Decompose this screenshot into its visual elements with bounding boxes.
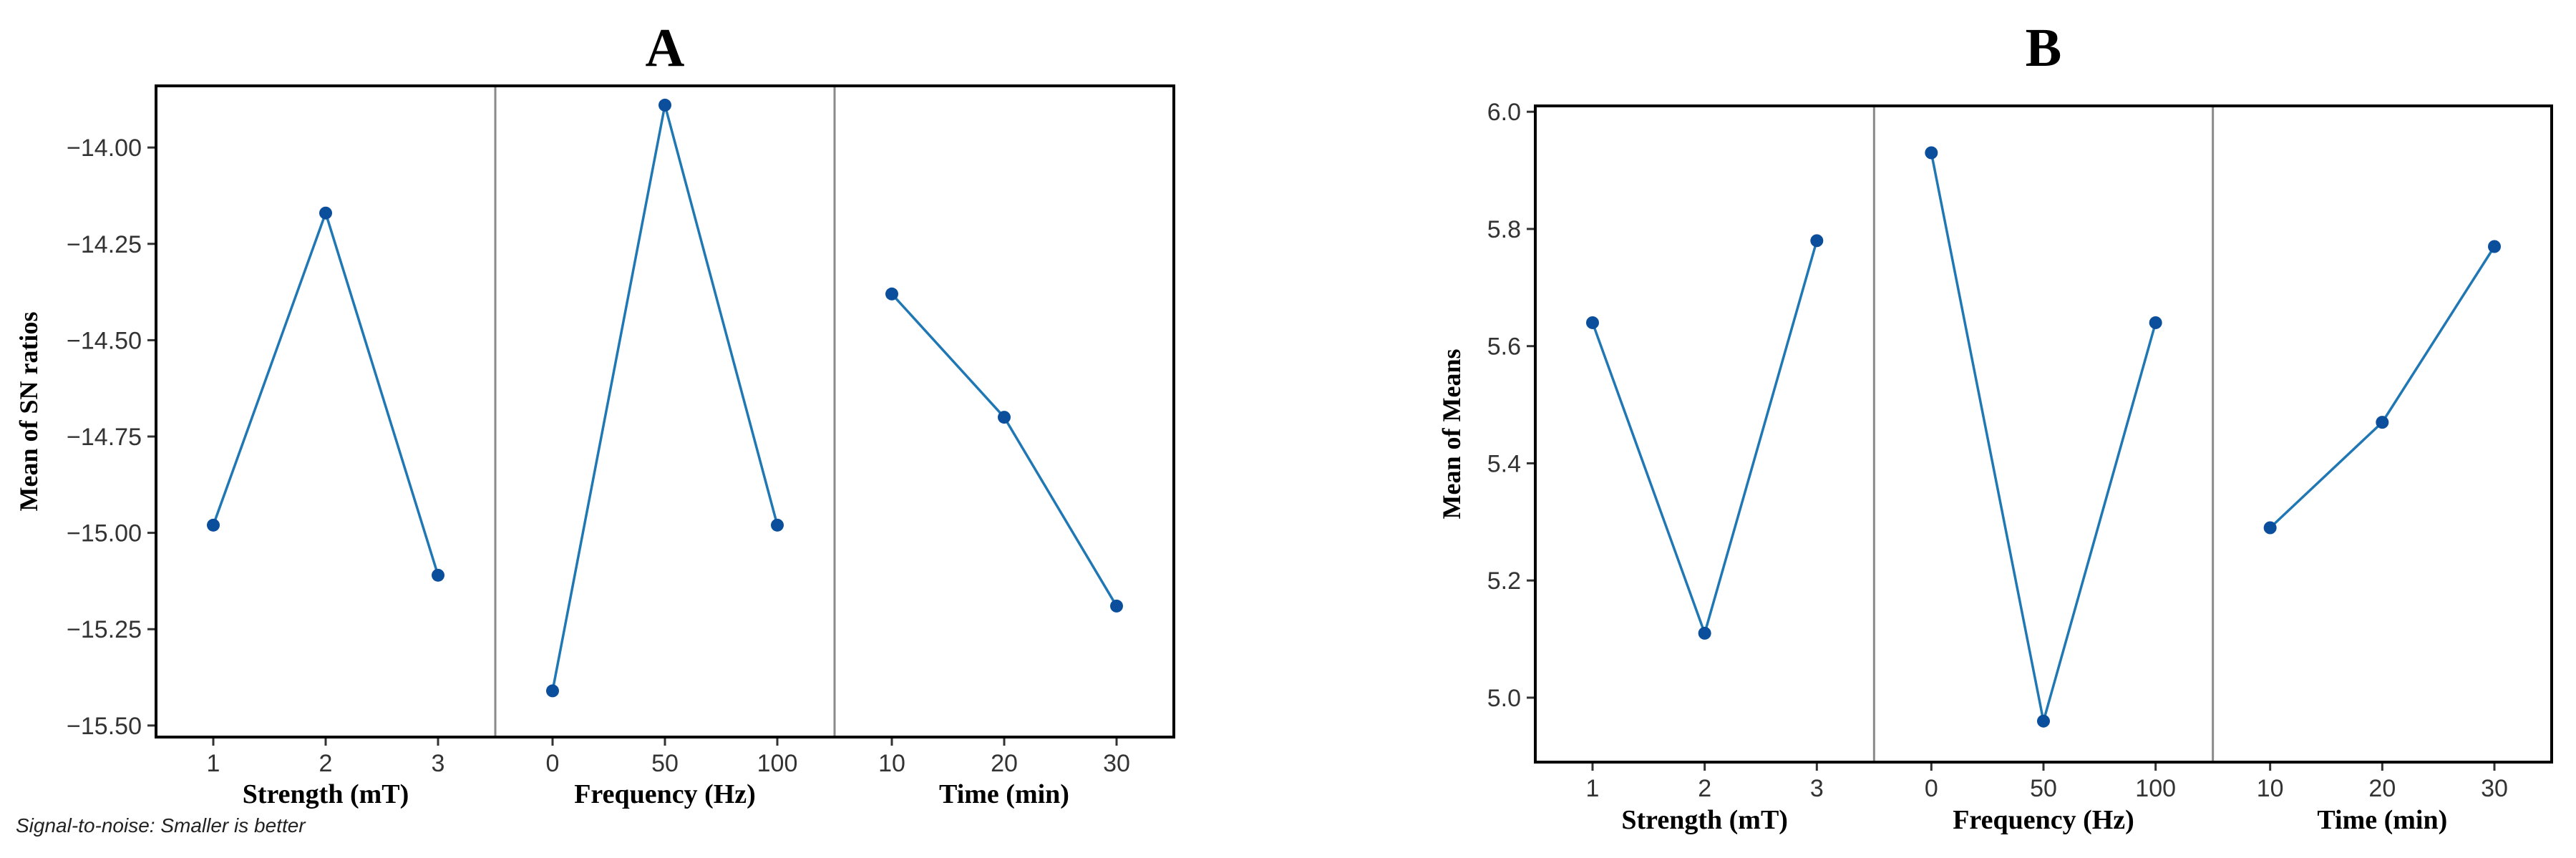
x-axis-label: Strength (mT)	[243, 779, 409, 809]
plot-frame	[1534, 104, 2553, 764]
data-point	[2149, 316, 2162, 329]
x-tick-label: 3	[432, 750, 445, 777]
y-tick-label: −14.75	[67, 424, 142, 451]
x-tick-label: 10	[2257, 775, 2284, 802]
data-point	[1586, 316, 1599, 329]
y-tick-label: −14.00	[67, 135, 142, 162]
y-axis-label: Mean of SN ratios	[14, 312, 43, 512]
y-tick-label: 5.4	[1487, 450, 1521, 477]
x-tick-label: 2	[319, 750, 333, 777]
x-tick-label: 0	[546, 750, 560, 777]
series-line	[890, 293, 1118, 607]
y-tick-label: 5.2	[1487, 567, 1521, 595]
chart-b: B Mean of Means 5.0 5.2 5.4 5.6 5.8 6.0 1 2 3 Stren…	[1437, 18, 2553, 835]
series-line	[551, 104, 779, 691]
y-axis-label: Mean of Means	[1437, 349, 1466, 520]
series-line	[1591, 240, 1819, 638]
data-point	[432, 568, 444, 582]
x-tick-label: 50	[651, 750, 679, 777]
data-point	[771, 518, 784, 532]
series-line	[212, 209, 439, 576]
data-point	[2263, 521, 2277, 535]
data-point	[2376, 416, 2389, 429]
data-point	[885, 287, 898, 301]
x-tick-label: 100	[757, 750, 798, 777]
chart-a: A Mean of SN ratios −14.00 −14.25 −14.50 −14.…	[14, 18, 1175, 809]
chart-title: A	[646, 18, 685, 78]
footnote: Signal-to-noise: Smaller is better	[16, 814, 306, 837]
data-point	[2037, 714, 2050, 728]
x-tick-label: 2	[1698, 775, 1711, 802]
data-point	[2488, 240, 2501, 253]
x-tick-label: 1	[1586, 775, 1600, 802]
x-tick-label: 30	[1103, 750, 1130, 777]
y-tick-label: 5.8	[1487, 216, 1521, 243]
x-tick-label: 10	[878, 750, 905, 777]
data-point	[1698, 626, 1711, 640]
series-line	[2269, 245, 2496, 529]
data-point	[998, 411, 1011, 424]
y-tick-label: −15.00	[67, 520, 142, 547]
x-axis-label: Time (min)	[939, 779, 1069, 809]
x-axis-label: Time (min)	[2317, 805, 2447, 835]
x-tick-label: 100	[2135, 775, 2176, 802]
data-point	[546, 684, 559, 698]
data-point	[1110, 599, 1123, 613]
y-tick-label: −15.50	[67, 713, 142, 740]
y-tick-label: 5.0	[1487, 685, 1521, 712]
series-line	[1930, 152, 2157, 722]
data-point	[658, 98, 671, 112]
y-tick-label: 6.0	[1487, 99, 1521, 126]
data-point	[207, 518, 220, 532]
x-tick-label: 20	[2368, 775, 2396, 802]
y-tick-label: 5.6	[1487, 333, 1521, 361]
x-tick-label: 1	[207, 750, 220, 777]
y-tick-label: −14.50	[67, 327, 142, 354]
x-tick-label: 50	[2030, 775, 2057, 802]
y-tick-label: −15.25	[67, 616, 142, 643]
data-point	[1810, 234, 1824, 248]
x-axis-label: Frequency (Hz)	[574, 779, 756, 809]
x-tick-label: 3	[1810, 775, 1824, 802]
x-tick-label: 30	[2481, 775, 2508, 802]
x-axis-label: Frequency (Hz)	[1953, 805, 2134, 835]
x-tick-label: 20	[991, 750, 1018, 777]
x-tick-label: 0	[1925, 775, 1938, 802]
plot-frame	[155, 84, 1175, 738]
x-axis-label: Strength (mT)	[1621, 805, 1788, 835]
chart-title: B	[2026, 18, 2062, 78]
y-tick-label: −14.25	[67, 231, 142, 258]
data-point	[1925, 146, 1938, 160]
data-point	[319, 206, 332, 220]
